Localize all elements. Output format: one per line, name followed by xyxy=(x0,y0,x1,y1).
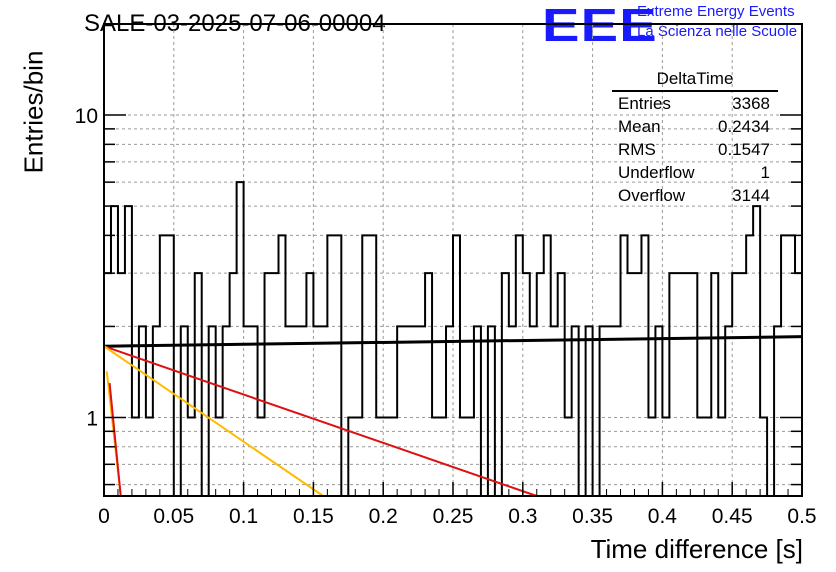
histogram xyxy=(104,181,802,497)
y-tick-label: 10 xyxy=(75,105,98,128)
stats-value: 3368 xyxy=(732,94,770,113)
stats-label: Entries xyxy=(618,94,671,113)
axis-ticks xyxy=(103,23,803,496)
x-tick-label: 0.3 xyxy=(508,505,537,528)
stats-row-mean: Mean 0.2434 xyxy=(612,115,778,138)
x-tick-label: 0.1 xyxy=(229,505,258,528)
stats-row-entries: Entries 3368 xyxy=(612,92,778,115)
stats-label: Mean xyxy=(618,117,661,136)
x-tick-label: 0.2 xyxy=(369,505,398,528)
logo-subtitle-line2: La Scienza nelle Scuole xyxy=(637,23,798,40)
y-axis-label: Entries/bin xyxy=(18,50,49,174)
stats-value: 3144 xyxy=(732,186,770,205)
x-tick-label: 0.4 xyxy=(648,505,678,528)
histogram-outline xyxy=(104,181,802,497)
x-tick-label: 0.05 xyxy=(153,505,194,528)
fit-line xyxy=(103,345,538,497)
stats-value: 1 xyxy=(760,163,770,182)
tick-labels: 0 0.05 0.1 0.15 0.2 0.25 0.3 0.35 0.4 0.45 0.5 1 10 xyxy=(75,105,817,528)
eee-logo: EEE xyxy=(542,0,658,51)
fit-line xyxy=(108,382,122,497)
x-tick-label: 0.15 xyxy=(293,505,334,528)
fit-line xyxy=(103,345,324,497)
stats-value: 0.1547 xyxy=(718,140,770,159)
y-tick-label: 1 xyxy=(86,407,98,430)
stats-title: DeltaTime xyxy=(612,69,778,92)
stats-row-overflow: Overflow 3144 xyxy=(612,184,778,207)
stats-label: Overflow xyxy=(618,186,686,205)
x-axis-label: Time difference [s] xyxy=(590,534,803,564)
stats-label: Underflow xyxy=(618,163,695,182)
stats-box: DeltaTime Entries 3368 Mean 0.2434 RMS 0… xyxy=(612,69,778,207)
x-tick-label: 0.35 xyxy=(572,505,613,528)
stats-row-underflow: Underflow 1 xyxy=(612,161,778,184)
logo-subtitle-line1: Extreme Energy Events xyxy=(637,3,795,20)
x-tick-label: 0 xyxy=(98,505,110,528)
fit-lines xyxy=(103,335,803,497)
x-tick-label: 0.5 xyxy=(787,505,816,528)
fit-line xyxy=(103,335,803,348)
stats-value: 0.2434 xyxy=(718,117,770,136)
stats-label: RMS xyxy=(618,140,656,159)
x-tick-label: 0.25 xyxy=(433,505,474,528)
stats-row-rms: RMS 0.1547 xyxy=(612,138,778,161)
x-tick-label: 0.45 xyxy=(712,505,753,528)
